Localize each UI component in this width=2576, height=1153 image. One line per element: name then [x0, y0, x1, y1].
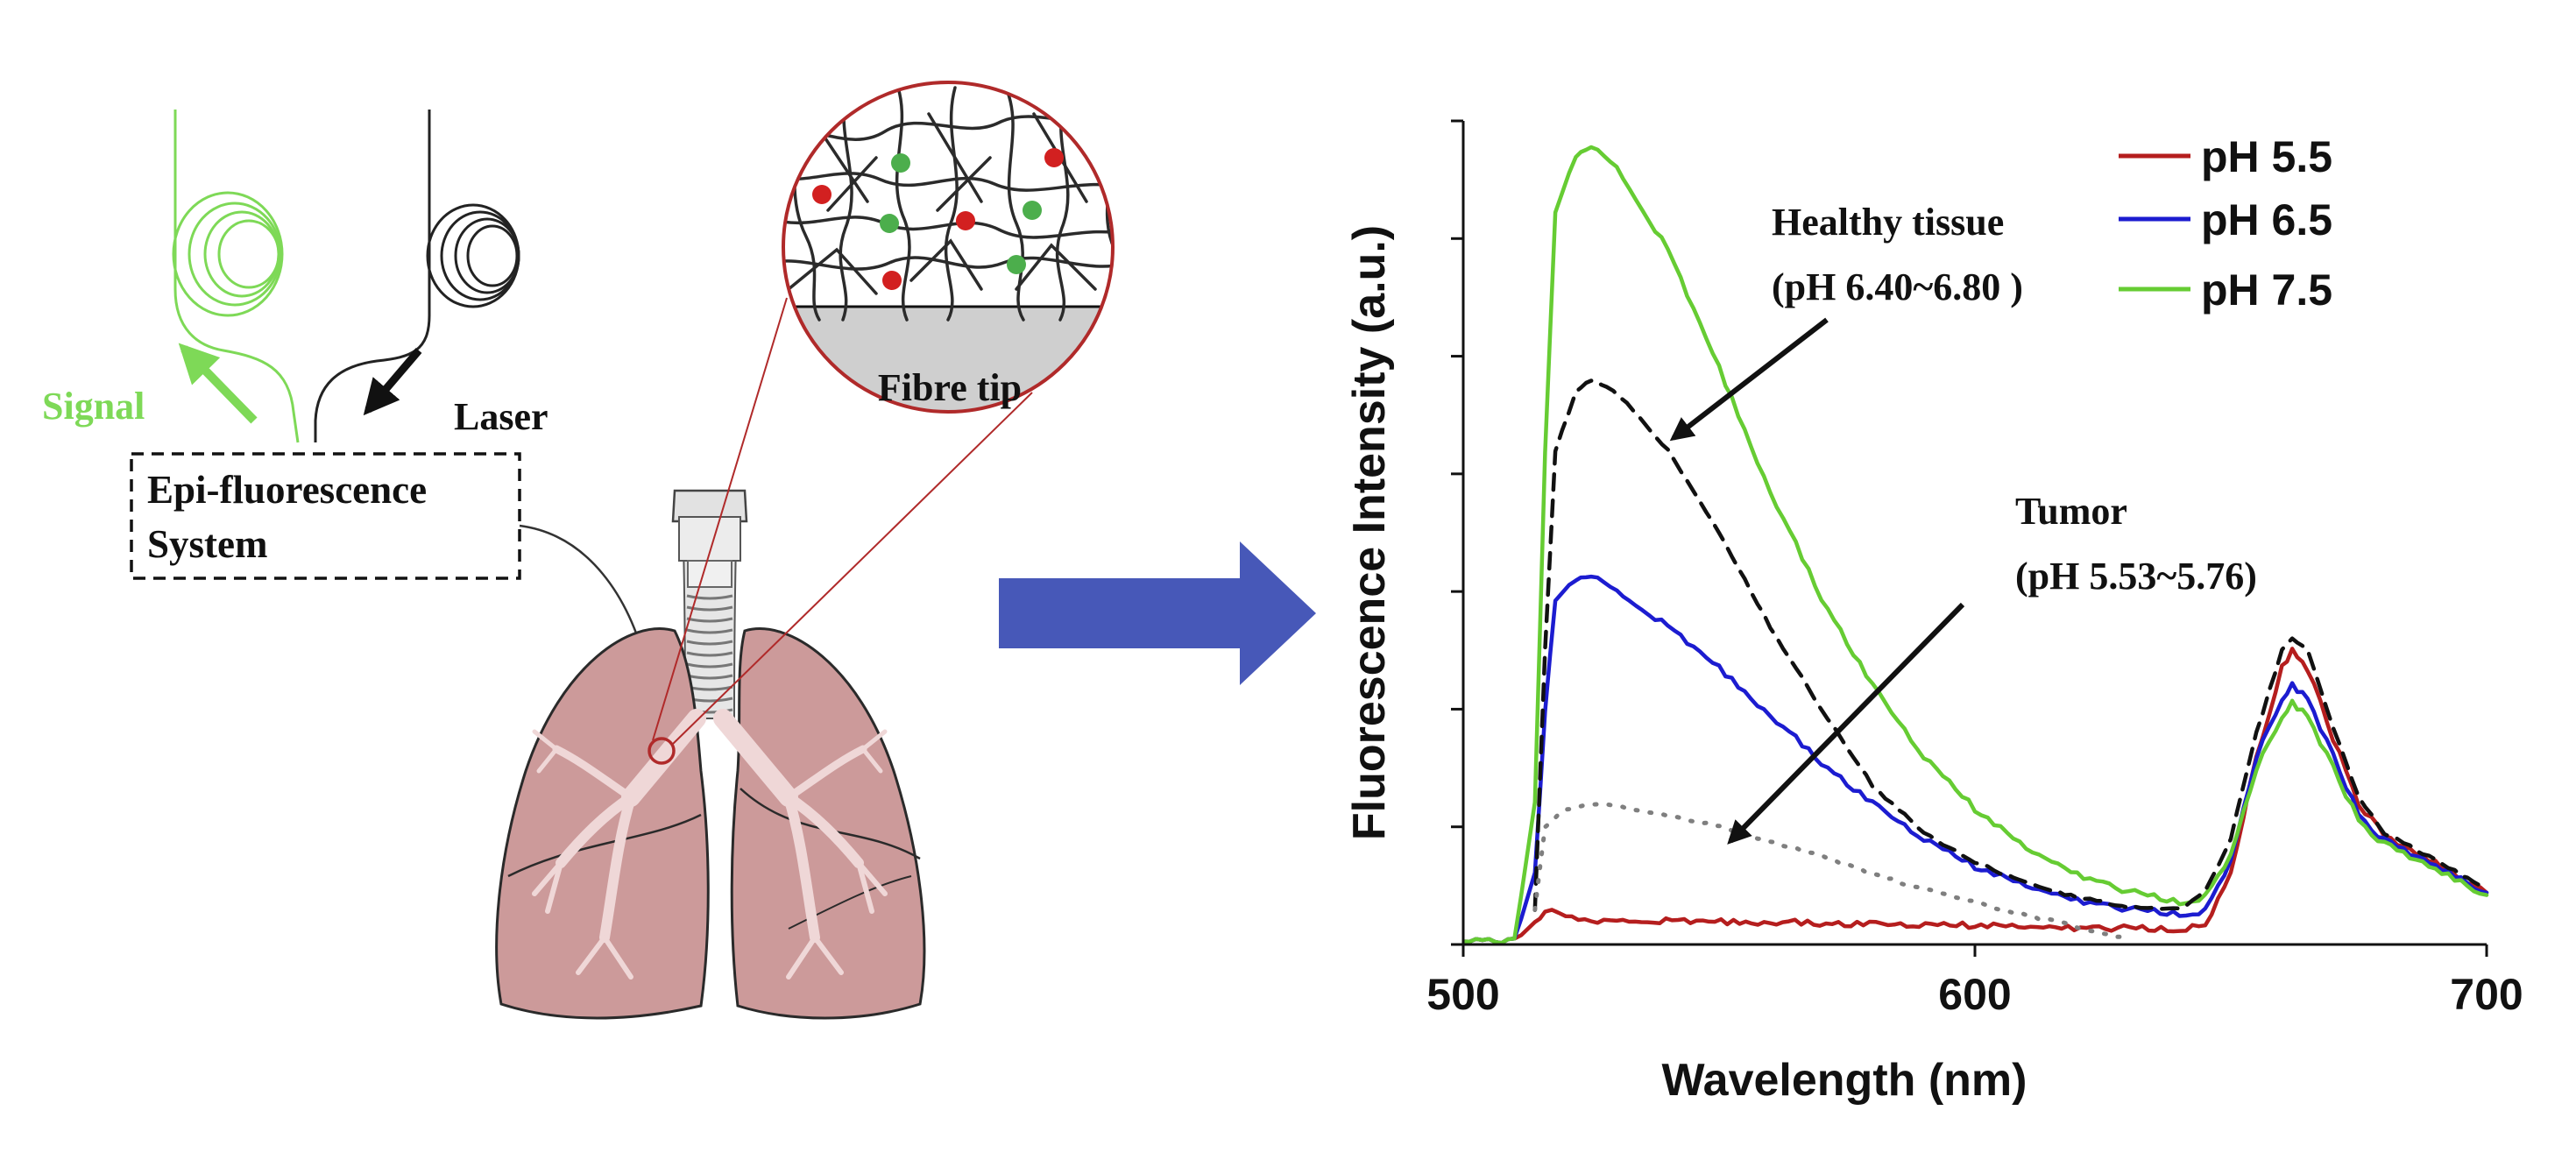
probe-dot-green — [1023, 201, 1042, 220]
annotation-tumor: Tumor (pH 5.53~5.76) — [1727, 490, 2257, 845]
x-tick-label: 600 — [1938, 970, 2011, 1019]
laser-label: Laser — [454, 395, 548, 438]
probe-dot-green — [1007, 255, 1026, 274]
annotation-healthy-line1: Healthy tissue — [1772, 201, 2004, 244]
probe-dots — [812, 148, 1064, 290]
legend-label-ph75: pH 7.5 — [2201, 265, 2332, 315]
y-axis-label: Fluorescence Intensity (a.u.) — [1344, 225, 1395, 840]
annotation-tumor-arrow — [1727, 602, 1965, 845]
probe-dot-red — [1044, 148, 1064, 167]
trachea-ring — [686, 605, 733, 612]
annotation-tumor-line1: Tumor — [2015, 490, 2127, 533]
zoom-line-right — [671, 392, 1033, 746]
axes-layer: 500 600 700 — [1426, 119, 2523, 1019]
zoom-line-left — [652, 297, 788, 741]
fibre-tip-magnification: Fibre tip — [782, 81, 1115, 414]
annotation-healthy-arrow — [1669, 317, 1829, 442]
legend: pH 5.5 pH 6.5 pH 7.5 — [2119, 132, 2332, 315]
magnification-circle — [782, 81, 1115, 414]
series-layer — [1463, 145, 2489, 945]
schematic-panel: Signal Laser Epi-fluorescence System — [42, 81, 1115, 1020]
series-ph-5-5 — [1463, 647, 2489, 945]
trachea-ring — [686, 640, 733, 646]
trachea-ring — [686, 662, 733, 668]
system-label-line1: Epi-fluorescence — [147, 468, 427, 512]
laser-fibre — [314, 110, 520, 442]
x-tick-label: 700 — [2450, 970, 2523, 1019]
trachea — [671, 489, 748, 719]
laser-arrow — [363, 348, 422, 416]
x-axis-label: Wavelength (nm) — [1662, 1055, 2028, 1106]
trachea-ring — [686, 628, 733, 634]
legend-item-ph55: pH 5.5 — [2119, 132, 2332, 181]
legend-label-ph55: pH 5.5 — [2201, 132, 2332, 181]
legend-item-ph75: pH 7.5 — [2119, 265, 2332, 315]
probe-dot-green — [891, 153, 910, 173]
series-ph-7-5 — [1463, 145, 2489, 945]
probe-dot-red — [812, 185, 832, 204]
epi-fluorescence-system-box — [130, 452, 521, 580]
annotation-healthy-line2: (pH 6.40~6.80 ) — [1772, 265, 2023, 308]
probe-location-marker — [648, 737, 676, 765]
annotation-tumor-line2: (pH 5.53~5.76) — [2015, 555, 2257, 598]
fibre-tip-label: Fibre tip — [878, 366, 1022, 409]
probe-dot-red — [956, 211, 975, 230]
series-healthy-tissue — [1532, 378, 2489, 912]
system-label-line2: System — [147, 522, 267, 566]
x-tick-label: 500 — [1426, 970, 1499, 1019]
signal-arrow — [178, 343, 258, 424]
probe-dot-green — [880, 214, 899, 233]
bronchial-tree — [532, 709, 888, 980]
legend-label-ph65: pH 6.5 — [2201, 195, 2332, 244]
spectrum-chart: 500 600 700 Wavelength (nm) Fluorescence I… — [1344, 119, 2523, 1106]
flow-arrow — [999, 541, 1316, 685]
trachea-ring — [686, 617, 733, 623]
trachea-ring — [686, 651, 733, 657]
series-ph-6-5 — [1463, 574, 2489, 945]
signal-label: Signal — [42, 385, 145, 428]
legend-item-ph65: pH 6.5 — [2119, 195, 2332, 244]
trachea-ring — [686, 594, 733, 600]
annotation-healthy: Healthy tissue (pH 6.40~6.80 ) — [1669, 201, 2023, 442]
signal-fibre — [172, 110, 300, 443]
probe-dot-red — [882, 271, 902, 290]
